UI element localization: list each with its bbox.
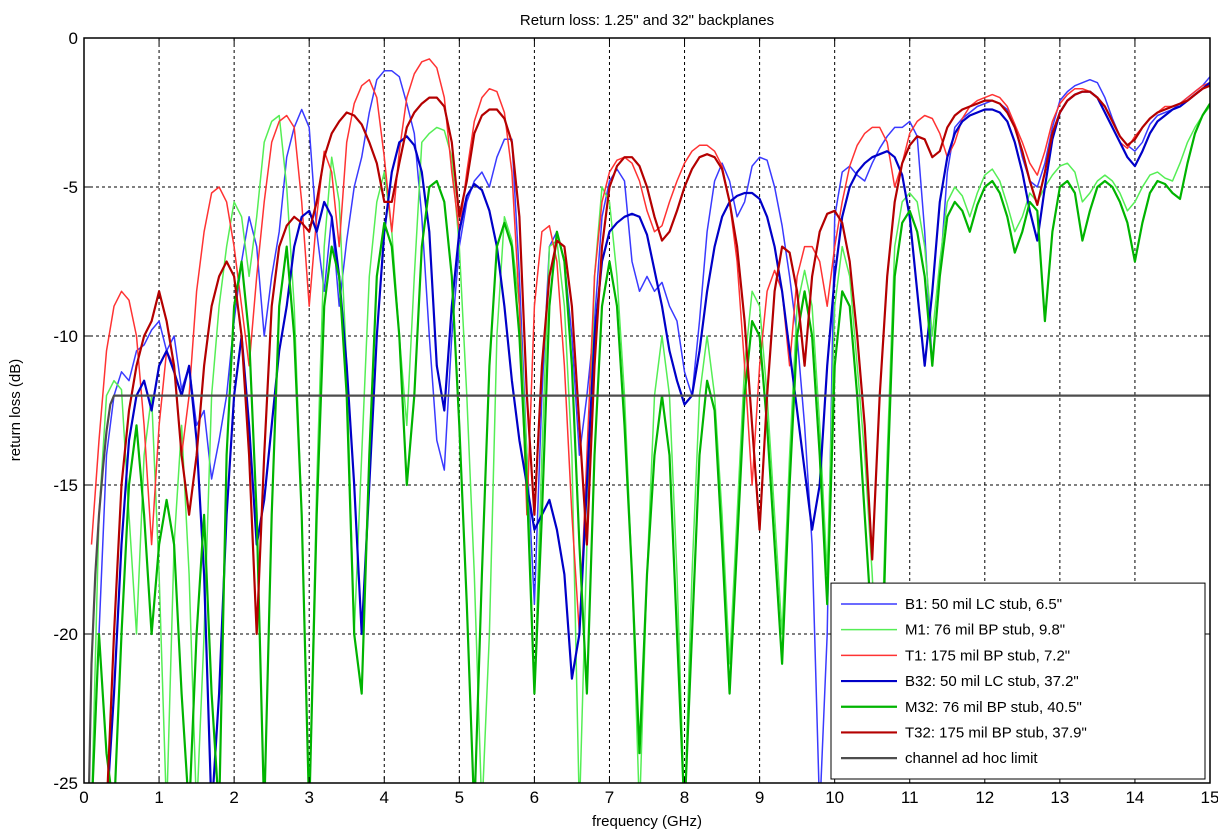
x-tick-label: 1 bbox=[154, 788, 163, 807]
x-tick-label: 6 bbox=[530, 788, 539, 807]
x-tick-label: 13 bbox=[1050, 788, 1069, 807]
legend-entry: channel ad hoc limit bbox=[905, 750, 1038, 767]
tick-labels: 0 1 2 3 4 5 6 7 8 9 10 11 12 13 14 150-5-10-15-20-25 bbox=[53, 29, 1218, 807]
x-tick-label: 9 bbox=[755, 788, 764, 807]
x-tick-label: 11 bbox=[901, 788, 919, 807]
series-line bbox=[90, 58, 1210, 635]
y-tick-label: -10 bbox=[53, 327, 78, 346]
x-tick-label: 14 bbox=[1125, 788, 1144, 807]
series-line bbox=[107, 81, 1210, 783]
x-tick-label: 8 bbox=[680, 788, 689, 807]
legend: B1: 50 mil LC stub, 6.5" M1: 76 mil BP st… bbox=[830, 582, 1206, 780]
y-tick-label: -20 bbox=[53, 625, 78, 644]
y-tick-label: -25 bbox=[53, 774, 78, 793]
chart-title: Return loss: 1.25" and 32" backplanes bbox=[520, 12, 774, 29]
y-tick-label: -5 bbox=[63, 178, 78, 197]
x-tick-label: 5 bbox=[455, 788, 464, 807]
series-line bbox=[91, 70, 1210, 783]
y-tick-label: 0 bbox=[69, 29, 78, 48]
legend-entry: B32: 50 mil LC stub, 37.2" bbox=[905, 673, 1079, 690]
x-tick-label: 7 bbox=[605, 788, 614, 807]
x-tick-label: 3 bbox=[304, 788, 313, 807]
plot-frame bbox=[83, 37, 1211, 784]
x-tick-label: 15 bbox=[1201, 788, 1218, 807]
legend-entry: T32: 175 mil BP stub, 37.9" bbox=[905, 724, 1087, 741]
series-line bbox=[106, 84, 1210, 783]
legend-entry: M32: 76 mil BP stub, 40.5" bbox=[905, 699, 1082, 716]
legend-entry: B1: 50 mil LC stub, 6.5" bbox=[905, 596, 1062, 613]
y-tick-label: -15 bbox=[53, 476, 78, 495]
x-tick-label: 4 bbox=[380, 788, 389, 807]
x-tick-label: 10 bbox=[825, 788, 844, 807]
y-axis-label: return loss (dB) bbox=[7, 359, 24, 462]
x-tick-label: 2 bbox=[229, 788, 238, 807]
x-tick-label: 12 bbox=[975, 788, 994, 807]
series-line bbox=[91, 103, 1210, 783]
x-tick-label: 0 bbox=[79, 788, 88, 807]
series-line bbox=[91, 106, 1210, 783]
legend-entry: T1: 175 mil BP stub, 7.2" bbox=[905, 647, 1070, 664]
series-line bbox=[87, 394, 1210, 783]
legend-entry: M1: 76 mil BP stub, 9.8" bbox=[905, 622, 1065, 639]
series-lines bbox=[87, 58, 1210, 783]
x-axis-label: frequency (GHz) bbox=[592, 813, 702, 830]
